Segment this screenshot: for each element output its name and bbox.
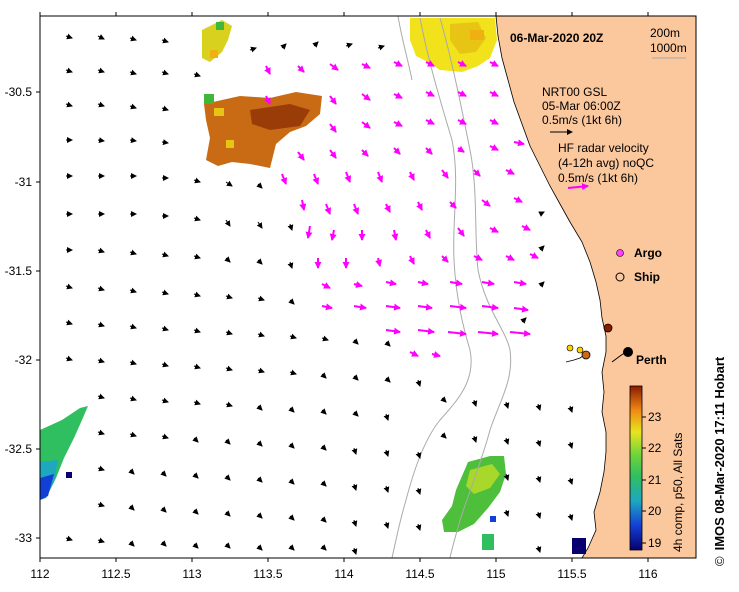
gsl-time-label: 05-Mar 06:00Z xyxy=(542,99,621,113)
map-datetime: 06-Mar-2020 20Z xyxy=(510,31,603,45)
credit-text: IMOS 08-Mar-2020 17:11 Hobart xyxy=(712,356,727,551)
perth-label: Perth xyxy=(636,353,667,367)
radar-qualifier-label: (4-12h avg) noQC xyxy=(558,156,654,170)
sst-patch-warm xyxy=(204,92,322,168)
sst-patch-top-left xyxy=(202,20,232,62)
x-tick-label: 115 xyxy=(486,567,505,581)
gsl-legend: NRT00 GSL 05-Mar 06:00Z 0.5m/s (1kt 6h) xyxy=(542,85,622,135)
y-tick-label: -31 xyxy=(15,175,33,189)
y-tick-label: -30.5 xyxy=(5,85,33,99)
radar-scale-arrow xyxy=(567,183,589,191)
gsl-velocity-vectors xyxy=(65,33,574,555)
ship-tracks xyxy=(565,323,627,363)
plot-frame xyxy=(39,15,697,559)
x-tick-label: 112.5 xyxy=(101,567,130,581)
y-axis-labels: -30.5 -31 -31.5 -32 -32.5 -33 xyxy=(5,85,33,545)
depth-200m-label: 200m xyxy=(650,26,680,40)
hf-radar-legend: HF radar velocity (4-12h avg) noQC 0.5m/… xyxy=(558,141,654,191)
x-tick-label: 115.5 xyxy=(557,567,586,581)
depth-1000m-label: 1000m xyxy=(650,41,687,55)
y-tick-label: -33 xyxy=(15,531,33,545)
argo-icon xyxy=(616,249,624,257)
colorbar-tick-label: 20 xyxy=(648,504,662,518)
axis-tick-marks xyxy=(36,12,649,562)
y-tick-label: -31.5 xyxy=(5,264,33,278)
colorbar-tick-label: 22 xyxy=(648,441,662,455)
sst-patch-north xyxy=(410,18,497,72)
x-tick-label: 113 xyxy=(182,567,201,581)
argo-legend: Argo xyxy=(616,246,662,260)
radar-title-label: HF radar velocity xyxy=(558,141,649,155)
ship-icon xyxy=(615,272,625,282)
y-tick-label: -32 xyxy=(15,353,33,367)
x-axis-labels: 112 112.5 113 113.5 114 114.5 115 115.5 … xyxy=(30,567,657,581)
x-tick-label: 112 xyxy=(30,567,49,581)
gsl-source-label: NRT00 GSL xyxy=(542,85,607,99)
hf-radar-velocity-vectors xyxy=(264,60,539,358)
x-tick-label: 114.5 xyxy=(405,567,434,581)
colorbar-gradient xyxy=(629,385,643,551)
sst-patch-southwest xyxy=(40,406,88,500)
copyright-icon: © xyxy=(712,556,727,566)
sst-patch-south xyxy=(442,456,586,554)
gsl-scale-label: 0.5m/s (1kt 6h) xyxy=(542,113,622,127)
colorbar-tick-label: 21 xyxy=(648,473,662,487)
perth-location-marker xyxy=(623,347,633,357)
sst-colorbar: 19 20 21 22 23 4h comp, p50, All Sats xyxy=(629,385,685,552)
depth-legend: 200m 1000m xyxy=(650,26,687,59)
y-tick-label: -32.5 xyxy=(5,442,33,456)
colorbar-tick-label: 23 xyxy=(648,410,662,424)
ship-legend: Ship xyxy=(615,270,660,284)
ship-label: Ship xyxy=(634,270,660,284)
x-tick-label: 116 xyxy=(638,567,657,581)
x-tick-label: 113.5 xyxy=(253,567,282,581)
argo-label: Argo xyxy=(634,246,662,260)
radar-scale-label: 0.5m/s (1kt 6h) xyxy=(558,171,638,185)
x-tick-label: 114 xyxy=(334,567,353,581)
imos-credit: © IMOS 08-Mar-2020 17:11 Hobart xyxy=(712,357,727,566)
colorbar-title: 4h comp, p50, All Sats xyxy=(671,433,685,552)
colorbar-tick-label: 19 xyxy=(648,536,662,550)
